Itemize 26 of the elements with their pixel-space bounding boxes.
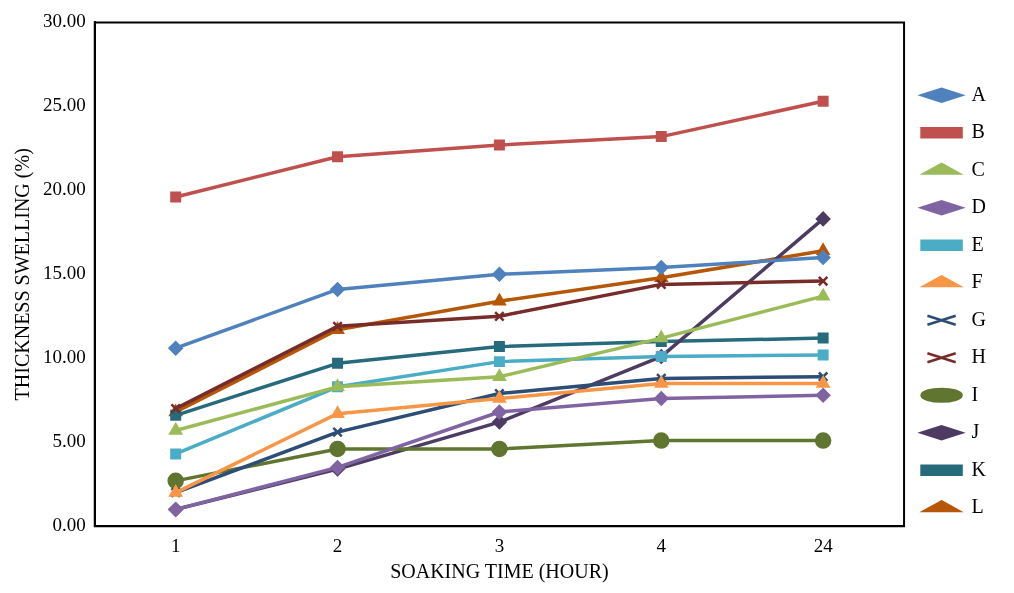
- legend-label: L: [971, 495, 984, 517]
- legend-label: E: [971, 232, 984, 255]
- legend-label: G: [971, 307, 987, 330]
- x-tick-label: 1: [170, 534, 181, 556]
- legend-label: F: [971, 270, 983, 292]
- y-tick-label: 15.00: [43, 262, 86, 284]
- x-tick-label: 24: [813, 534, 834, 556]
- legend-label: C: [971, 157, 985, 180]
- legend-label: K: [971, 457, 987, 480]
- y-tick-label: 20.00: [43, 178, 86, 200]
- x-tick-label: 2: [332, 534, 343, 556]
- x-tick-label: 3: [494, 534, 505, 556]
- legend-label: A: [971, 82, 987, 105]
- y-tick-label: 5.00: [52, 430, 86, 452]
- x-tick-label: 4: [656, 534, 667, 556]
- y-tick-label: 25.00: [43, 94, 86, 116]
- y-tick-label: 10.00: [43, 346, 86, 368]
- legend-label: B: [971, 120, 985, 142]
- legend-label: I: [971, 382, 979, 405]
- y-axis-title: THICKNESS SWELLING (%): [11, 148, 35, 401]
- legend-label: J: [971, 420, 980, 442]
- legend-label: H: [971, 345, 987, 367]
- x-axis-title: SOAKING TIME (HOUR): [390, 560, 609, 584]
- y-tick-label: 30.00: [43, 10, 86, 32]
- legend-label: D: [971, 195, 987, 217]
- y-tick-label: 0.00: [52, 514, 86, 536]
